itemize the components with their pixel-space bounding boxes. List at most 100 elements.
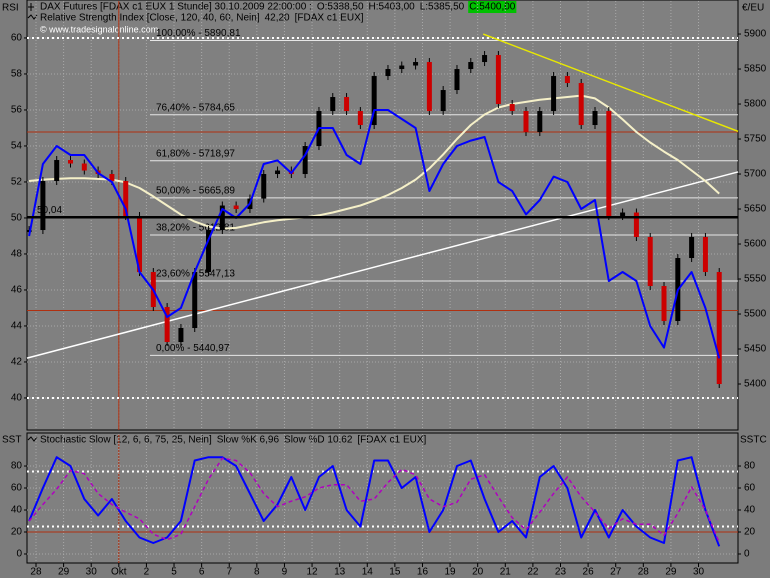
x-tick-label: 6 [199, 567, 205, 578]
candle [495, 55, 501, 105]
candle [537, 111, 543, 133]
legend-text: Slow %D 10,62 [284, 435, 353, 446]
y2-tick-label: 5850 [744, 64, 767, 75]
y2-tick-label: 5500 [744, 309, 767, 320]
y-tick-label: 0 [16, 549, 22, 560]
candle [109, 174, 115, 182]
y-tick-label: 44 [11, 321, 23, 332]
header-text: DAX Futures [FDAX c1 EUX 1 Stunde] 30.10… [40, 2, 312, 13]
y-tick-label: 60 [11, 33, 23, 44]
header-text: C:5400,00 [469, 2, 516, 13]
panel-label: SST [2, 435, 21, 446]
trendline [482, 33, 739, 133]
x-tick-label: 2 [144, 567, 150, 578]
candle [81, 163, 87, 171]
close-box [468, 1, 517, 13]
x-tick-label: 9 [282, 567, 288, 578]
candle [344, 97, 350, 112]
y-tick-label: 52 [11, 177, 23, 188]
header-text: H:5403,00 [369, 2, 416, 13]
candle [302, 146, 308, 175]
fib-label: 0,00% - 5440,97 [156, 343, 230, 354]
y2-tick-label: 5550 [744, 274, 767, 285]
legend-text: Slow %K 6,96 [217, 435, 280, 446]
series-line [28, 109, 721, 359]
x-tick-label: 29 [665, 567, 677, 578]
y-tick-label: 40 [11, 505, 23, 516]
candle [620, 212, 626, 217]
icon [27, 436, 38, 442]
x-tick-label: 13 [334, 567, 346, 578]
x-tick-label: 23 [555, 567, 567, 578]
candle [702, 237, 708, 273]
candle [54, 160, 60, 182]
y2-tick-label: 5900 [744, 29, 767, 40]
candle [606, 111, 612, 217]
candle [689, 237, 695, 259]
y2-tick-label: 60 [744, 483, 756, 494]
y2-tick-label: 80 [744, 461, 756, 472]
x-tick-label: 22 [527, 567, 539, 578]
legend-text: Stochastic Slow [12, 6, 6, 75, 25, Nein] [40, 435, 212, 446]
y-tick-label: 50 [11, 213, 23, 224]
candle [551, 76, 557, 112]
y2-tick-label: 5700 [744, 169, 767, 180]
candle [578, 83, 584, 126]
x-tick-label: 5 [171, 567, 177, 578]
candle [716, 272, 722, 385]
legend-text: Relative Strength Index [Close, 120, 40,… [40, 13, 260, 24]
fib-label: 76,40% - 5784,65 [156, 102, 235, 113]
x-tick-label: 27 [610, 567, 622, 578]
candle [647, 237, 653, 287]
y2-label: SSTC [740, 435, 767, 446]
candle [137, 216, 143, 273]
y2-tick-label: 5650 [744, 204, 767, 215]
fib-label: 38,20% - 5612,81 [156, 223, 235, 234]
legend-text: [FDAX c1 EUX] [357, 435, 426, 446]
candle [164, 307, 170, 343]
x-tick-label: 19 [445, 567, 457, 578]
y-tick-label: 60 [11, 483, 23, 494]
x-tick-label: 7 [226, 567, 232, 578]
y-tick-label: 40 [11, 393, 23, 404]
y2-tick-label: 40 [744, 505, 756, 516]
y-tick-label: 20 [11, 527, 23, 538]
y-tick-label: 56 [11, 105, 23, 116]
price-panel [26, 0, 739, 431]
y-tick-label: 46 [11, 285, 23, 296]
y-tick-label: 58 [11, 69, 23, 80]
x-tick-label: 15 [389, 567, 401, 578]
y2-tick-label: 5750 [744, 134, 767, 145]
candle [426, 62, 432, 112]
y2-tick-label: 0 [744, 549, 750, 560]
y2-tick-label: 5600 [744, 239, 767, 250]
candle [413, 62, 419, 66]
trendline [26, 171, 739, 359]
x-tick-label: 14 [362, 567, 374, 578]
y-tick-label: 80 [11, 461, 23, 472]
header-text: O:5388,50 [317, 2, 364, 13]
candle [233, 205, 239, 210]
y2-label: €/EU [742, 3, 764, 14]
candle [523, 111, 529, 133]
x-tick-label: 30 [693, 567, 705, 578]
x-tick-label: 28 [30, 567, 42, 578]
candle [482, 55, 488, 63]
y-tick-label: 42 [11, 357, 23, 368]
x-tick-label: 20 [472, 567, 484, 578]
x-tick-label: 28 [638, 567, 650, 578]
series-line [28, 94, 720, 230]
x-tick-label: 8 [254, 567, 260, 578]
x-tick-label: Okt [111, 567, 127, 578]
y2-tick-label: 20 [744, 527, 756, 538]
mid-line-label: 50,04 [37, 205, 62, 216]
candle [661, 286, 667, 322]
fib-label: 50,00% - 5665,89 [156, 186, 235, 197]
x-tick-label: 26 [583, 567, 595, 578]
candle [330, 97, 336, 112]
candle [357, 111, 363, 126]
x-tick-label: 30 [86, 567, 98, 578]
x-tick-label: 12 [306, 567, 318, 578]
